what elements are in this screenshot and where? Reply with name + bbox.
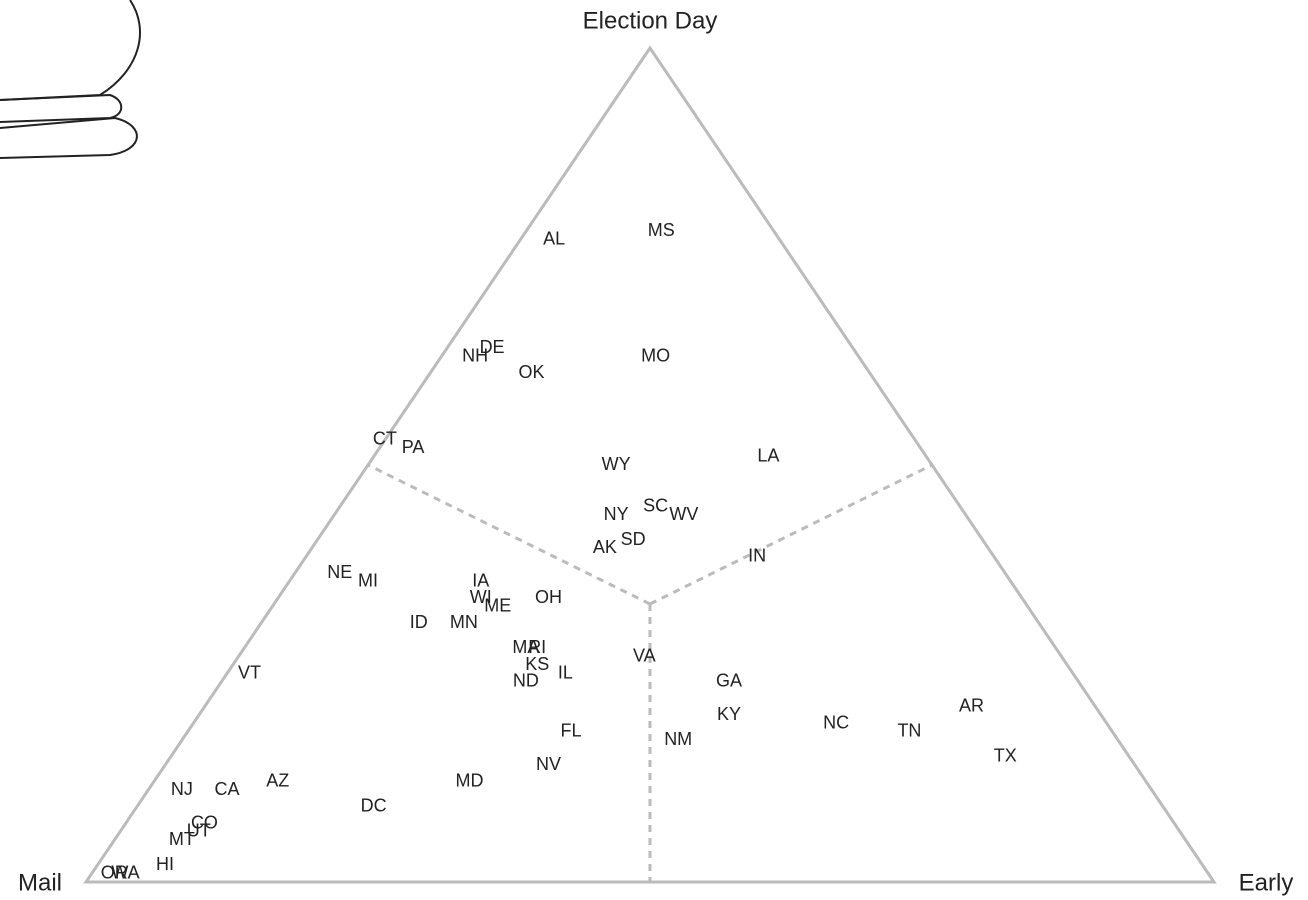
point-label: MN — [450, 612, 478, 632]
point-label: NJ — [171, 779, 193, 799]
point-label: WV — [669, 504, 698, 524]
point-label: MI — [358, 571, 378, 591]
point-label: DE — [480, 337, 505, 357]
point-label: SC — [643, 495, 668, 515]
point-label: CO — [191, 812, 218, 832]
point-label: MD — [456, 771, 484, 791]
point-label: IL — [558, 662, 573, 682]
point-label: WI — [470, 587, 492, 607]
point-label: FL — [561, 721, 582, 741]
point-label: AZ — [266, 771, 289, 791]
point-label: AL — [543, 229, 565, 249]
point-label: IA — [472, 571, 489, 591]
point-label: ME — [484, 596, 511, 616]
point-label: OR — [101, 862, 128, 882]
point-label: NH — [462, 345, 488, 365]
point-label: OK — [519, 362, 545, 382]
point-label: GA — [716, 671, 742, 691]
point-label: HI — [156, 854, 174, 874]
divider — [649, 463, 933, 606]
point-label: IN — [748, 545, 766, 565]
point-label: MO — [641, 345, 670, 365]
point-label: NY — [604, 504, 629, 524]
point-label: KS — [525, 654, 549, 674]
point-label: NE — [327, 562, 352, 582]
point-label: WY — [602, 454, 631, 474]
point-label: PA — [402, 437, 425, 457]
vertex-label: Election Day — [583, 7, 718, 34]
point-label: CA — [214, 779, 239, 799]
point-label: MS — [648, 220, 675, 240]
point-label: KY — [717, 704, 741, 724]
divider — [367, 463, 651, 606]
point-label: VA — [633, 646, 656, 666]
point-label: MA — [512, 637, 539, 657]
point-label: CT — [373, 429, 397, 449]
point-label: MT — [169, 829, 195, 849]
point-label: WA — [111, 862, 139, 882]
point-label: NV — [536, 754, 561, 774]
vertex-label: Early — [1239, 869, 1294, 896]
point-label: UT — [187, 821, 211, 841]
point-label: RI — [528, 637, 546, 657]
point-label: VT — [238, 662, 261, 682]
point-label: SD — [621, 529, 646, 549]
point-label: LA — [757, 445, 779, 465]
point-label: TN — [897, 721, 921, 741]
point-label: ID — [410, 612, 428, 632]
point-label: TX — [994, 746, 1017, 766]
point-label: DC — [361, 796, 387, 816]
point-label: NM — [664, 729, 692, 749]
point-label: NC — [823, 712, 849, 732]
globe-doodle — [0, 0, 141, 159]
vertex-label: Mail — [18, 869, 62, 896]
point-label: ND — [513, 671, 539, 691]
triangle — [83, 45, 1217, 884]
point-label: AK — [593, 537, 617, 557]
point-label: AR — [959, 696, 984, 716]
point-label: OH — [535, 587, 562, 607]
